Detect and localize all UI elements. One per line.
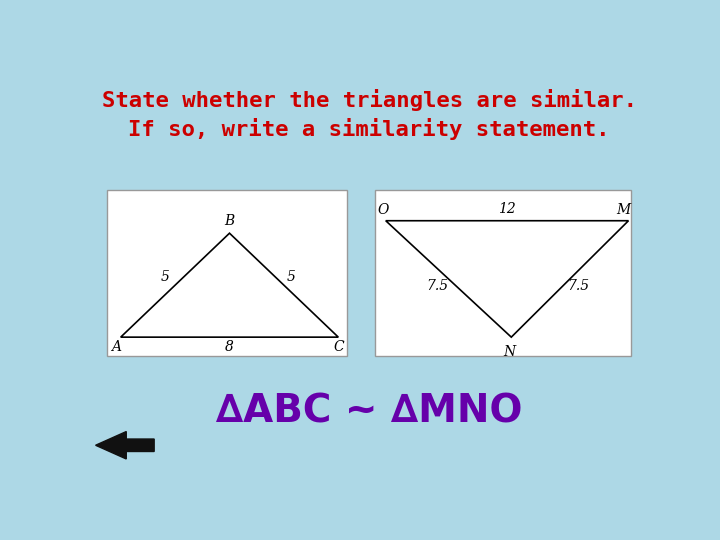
Bar	[107, 190, 346, 356]
Bar	[374, 190, 631, 356]
Text: 7.5: 7.5	[568, 279, 590, 293]
Text: O: O	[378, 204, 390, 217]
Polygon shape	[96, 431, 154, 459]
Text: ∆ABC ~ ∆MNO: ∆ABC ~ ∆MNO	[216, 393, 522, 431]
Text: M: M	[616, 204, 630, 217]
Text: N: N	[503, 345, 516, 359]
Text: C: C	[333, 340, 344, 354]
Text: 5: 5	[161, 270, 170, 284]
Text: State whether the triangles are similar.: State whether the triangles are similar.	[102, 89, 636, 111]
Text: B: B	[224, 214, 234, 228]
Text: If so, write a similarity statement.: If so, write a similarity statement.	[128, 118, 610, 140]
Text: A: A	[111, 340, 121, 354]
Text: 12: 12	[498, 202, 516, 217]
Text: 7.5: 7.5	[426, 279, 448, 293]
Text: 5: 5	[287, 270, 295, 284]
Text: 8: 8	[225, 340, 234, 354]
